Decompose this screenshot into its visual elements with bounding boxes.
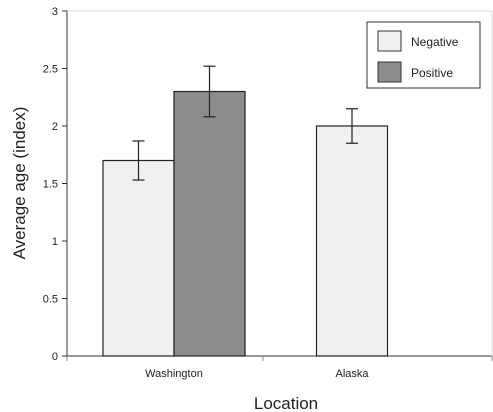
y-tick-label: 1 (52, 236, 58, 248)
legend: Negative Positive (366, 21, 481, 89)
y-axis-title: Average age (index) (10, 107, 29, 260)
y-tick-label: 0 (52, 351, 58, 363)
bar-positive-washington (173, 90, 246, 357)
x-tick-label: Alaska (335, 368, 369, 380)
bar-negative-alaska (315, 125, 389, 357)
legend-swatch-positive (377, 61, 402, 83)
x-axis-title: Location (254, 394, 318, 412)
y-tick-label: 2 (52, 121, 58, 133)
legend-label-negative: Negative (411, 35, 459, 49)
legend-swatch-negative (377, 30, 402, 52)
plot-area: 0 0.5 1 1.5 2 2.5 3 Washington Alaska (43, 6, 493, 380)
x-tick-label: Washington (145, 368, 203, 380)
y-tick-label: 0.5 (43, 294, 58, 306)
bar-negative-washington (102, 159, 175, 357)
y-tick-label: 1.5 (43, 179, 58, 191)
legend-label-positive: Positive (411, 66, 453, 80)
y-tick-label: 3 (52, 6, 58, 18)
y-tick-label: 2.5 (43, 64, 58, 76)
